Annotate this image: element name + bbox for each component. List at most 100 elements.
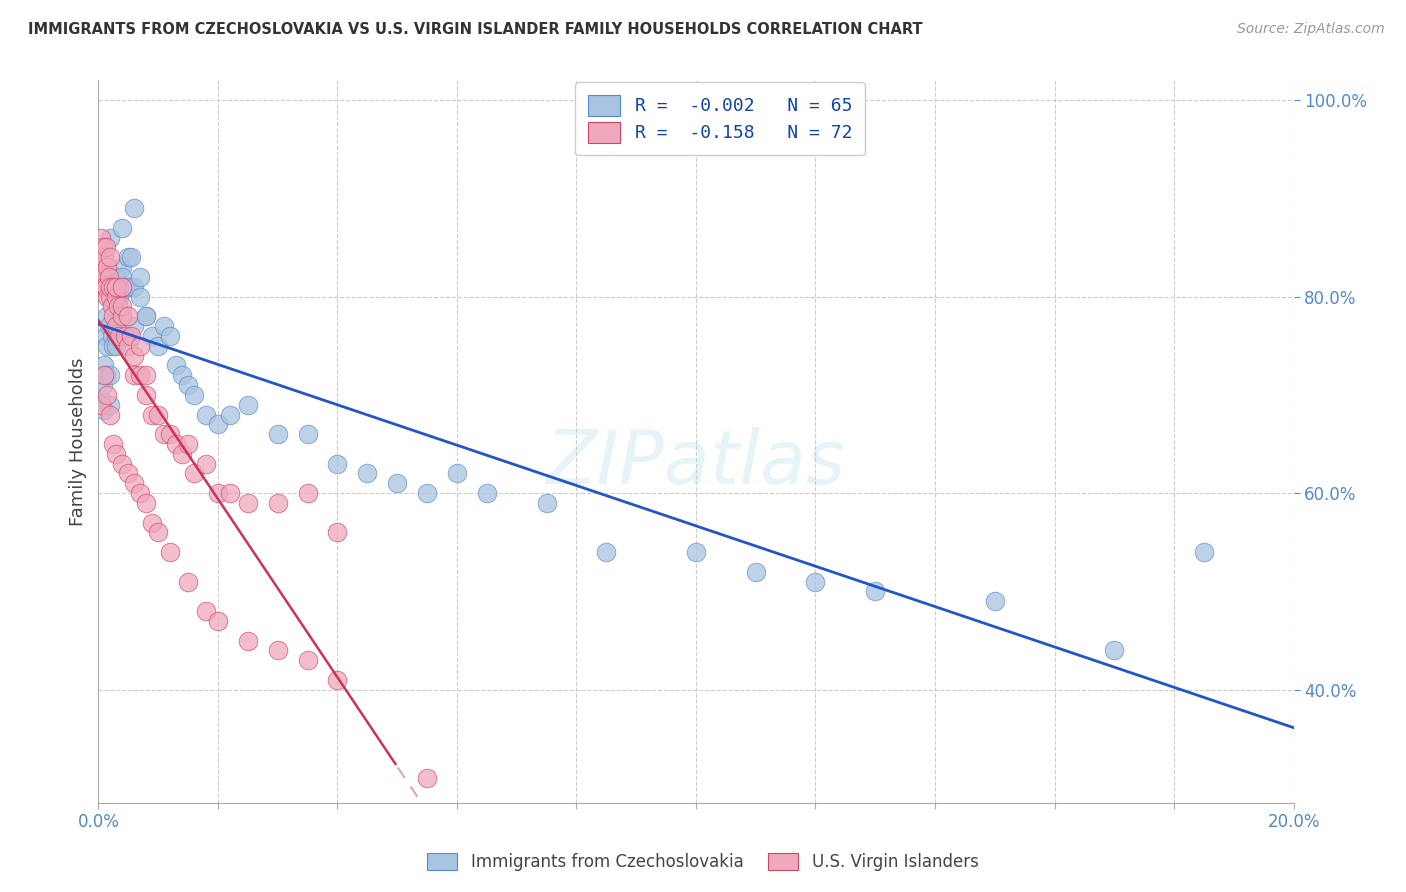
Point xyxy=(267,496,290,510)
Point xyxy=(98,368,122,383)
Point xyxy=(105,279,128,293)
Point xyxy=(177,437,200,451)
Point xyxy=(93,250,115,264)
Point xyxy=(159,545,181,559)
Point xyxy=(804,574,827,589)
Point xyxy=(111,269,134,284)
Point xyxy=(165,359,187,373)
Point xyxy=(124,279,146,293)
Point xyxy=(135,309,157,323)
Point xyxy=(124,349,146,363)
Point xyxy=(745,565,768,579)
Point xyxy=(446,467,468,481)
Point xyxy=(93,359,115,373)
Point xyxy=(536,496,558,510)
Point xyxy=(124,201,146,215)
Point xyxy=(98,230,122,244)
Point xyxy=(865,584,887,599)
Point xyxy=(107,279,129,293)
Point xyxy=(93,368,115,383)
Point xyxy=(385,476,409,491)
Point xyxy=(141,516,163,530)
Point xyxy=(236,398,259,412)
Point xyxy=(148,339,170,353)
Point xyxy=(297,427,319,442)
Point xyxy=(129,289,152,303)
Point xyxy=(141,408,163,422)
Point xyxy=(416,771,439,785)
Point xyxy=(219,408,242,422)
Point xyxy=(326,673,349,687)
Point xyxy=(195,604,218,618)
Point xyxy=(207,486,229,500)
Point xyxy=(267,643,290,657)
Point xyxy=(595,545,617,559)
Point xyxy=(111,309,134,323)
Point xyxy=(117,309,139,323)
Point xyxy=(236,496,259,510)
Point xyxy=(195,408,218,422)
Point xyxy=(148,525,170,540)
Point xyxy=(103,279,125,293)
Point xyxy=(105,289,128,303)
Point xyxy=(111,220,134,235)
Point xyxy=(120,250,142,264)
Point xyxy=(98,279,122,293)
Point xyxy=(100,299,122,313)
Point xyxy=(90,269,112,284)
Point xyxy=(153,319,176,334)
Point xyxy=(475,486,498,500)
Text: ZIPatlas: ZIPatlas xyxy=(546,427,846,500)
Point xyxy=(124,368,146,383)
Point xyxy=(207,614,229,628)
Point xyxy=(111,299,134,313)
Point xyxy=(1192,545,1215,559)
Point xyxy=(135,388,157,402)
Text: Source: ZipAtlas.com: Source: ZipAtlas.com xyxy=(1237,22,1385,37)
Point xyxy=(177,574,200,589)
Point xyxy=(96,329,118,343)
Point xyxy=(141,329,163,343)
Point xyxy=(103,289,125,303)
Point xyxy=(103,339,125,353)
Point xyxy=(165,437,187,451)
Point xyxy=(172,368,194,383)
Point xyxy=(219,486,242,500)
Point xyxy=(117,250,139,264)
Point xyxy=(326,525,349,540)
Point xyxy=(98,289,122,303)
Point xyxy=(111,309,134,323)
Point xyxy=(91,378,114,392)
Point xyxy=(183,388,205,402)
Point xyxy=(108,289,131,303)
Point xyxy=(129,269,152,284)
Point xyxy=(94,240,117,254)
Point xyxy=(96,260,118,274)
Point xyxy=(90,392,112,407)
Point xyxy=(105,319,128,334)
Point xyxy=(297,486,319,500)
Point xyxy=(114,329,136,343)
Point xyxy=(96,309,118,323)
Legend: Immigrants from Czechoslovakia, U.S. Virgin Islanders: Immigrants from Czechoslovakia, U.S. Vir… xyxy=(419,845,987,880)
Point xyxy=(98,319,121,334)
Point xyxy=(267,427,290,442)
Point xyxy=(153,427,176,442)
Point xyxy=(177,378,200,392)
Point xyxy=(94,368,117,383)
Point xyxy=(356,467,378,481)
Point xyxy=(111,279,134,293)
Point xyxy=(124,476,146,491)
Point xyxy=(124,319,146,334)
Point xyxy=(91,240,114,254)
Point xyxy=(98,269,121,284)
Point xyxy=(111,457,134,471)
Point xyxy=(105,299,128,313)
Point xyxy=(326,457,349,471)
Point xyxy=(685,545,707,559)
Point xyxy=(207,417,229,432)
Point xyxy=(135,309,157,323)
Point xyxy=(135,496,157,510)
Point xyxy=(129,339,152,353)
Point xyxy=(103,437,125,451)
